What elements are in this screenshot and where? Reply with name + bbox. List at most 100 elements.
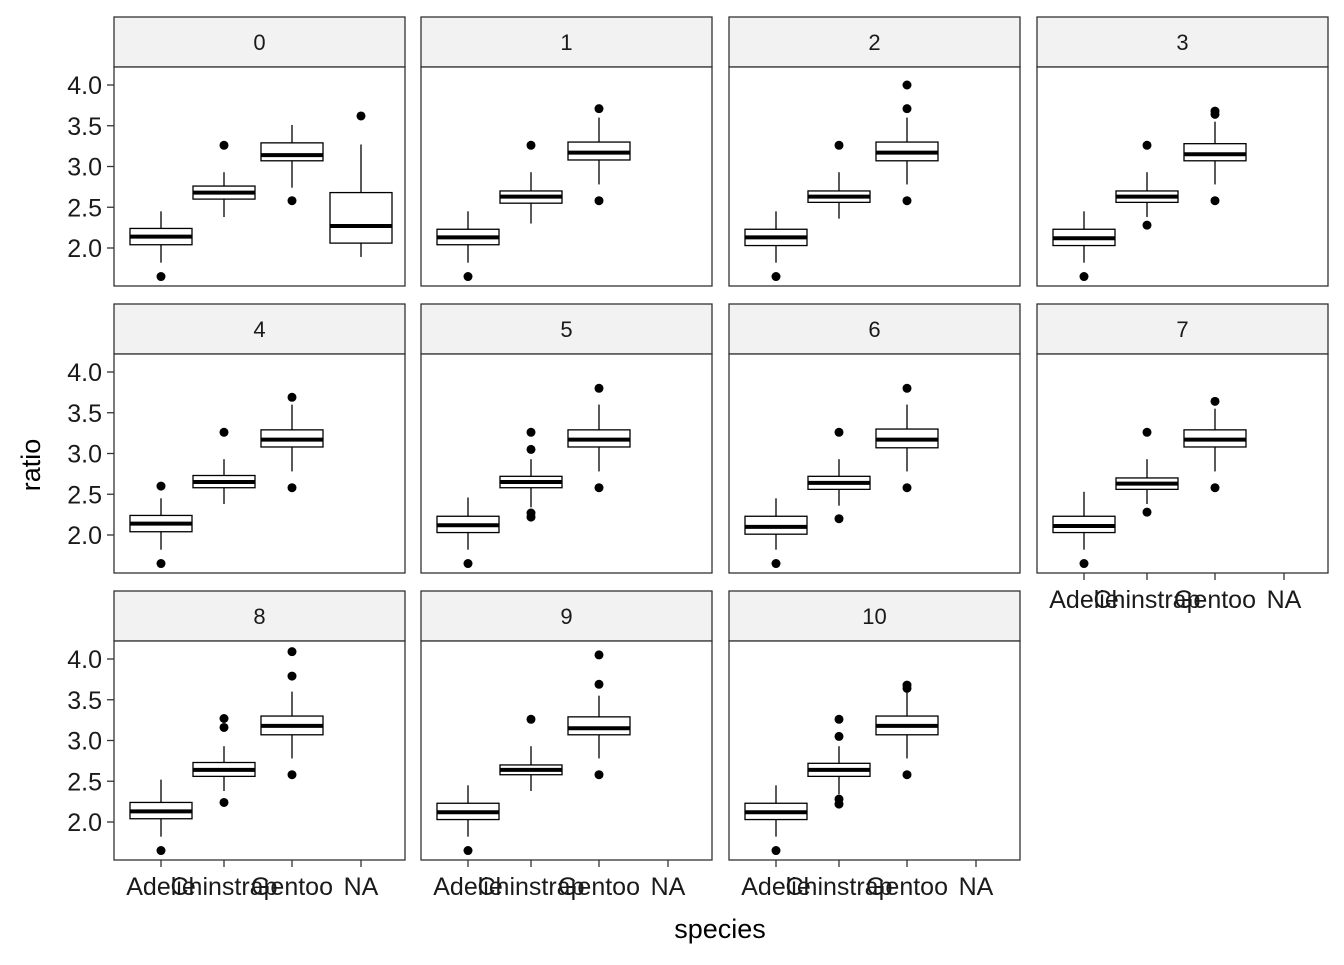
facet-strip bbox=[420, 16, 713, 68]
box-adelie bbox=[129, 481, 193, 569]
y-axis-title: ratio bbox=[16, 439, 46, 492]
outlier-point bbox=[834, 731, 844, 741]
facet-strip bbox=[728, 303, 1021, 355]
outlier-point bbox=[594, 679, 604, 689]
outlier-point bbox=[156, 272, 166, 282]
y-tick-label: 2.5 bbox=[67, 194, 102, 222]
facet-strip bbox=[420, 590, 713, 642]
x-tick-label: Chinstrap bbox=[478, 873, 585, 901]
box-chinstrap bbox=[499, 140, 563, 224]
facet-strip-label: 4 bbox=[253, 317, 265, 342]
box-adelie bbox=[744, 785, 808, 856]
box-adelie bbox=[436, 211, 500, 282]
box-chinstrap bbox=[192, 713, 256, 807]
facet-strip-label: 9 bbox=[560, 604, 572, 629]
box-gentoo bbox=[567, 650, 631, 780]
facet-panel-6: 6 bbox=[728, 303, 1021, 574]
facet-strip-label: 8 bbox=[253, 604, 265, 629]
box-gentoo bbox=[875, 80, 939, 206]
outlier-point bbox=[834, 794, 844, 804]
box-adelie bbox=[436, 785, 500, 856]
outlier-point bbox=[356, 111, 366, 121]
facet-strip bbox=[420, 303, 713, 355]
outlier-point bbox=[1210, 483, 1220, 493]
outlier-point bbox=[902, 80, 912, 90]
box-adelie bbox=[1052, 211, 1116, 282]
outlier-point bbox=[834, 714, 844, 724]
outlier-point bbox=[219, 722, 229, 732]
outlier-point bbox=[902, 104, 912, 114]
outlier-point bbox=[526, 427, 536, 437]
facet-strip bbox=[1036, 16, 1329, 68]
facet-strip-label: 5 bbox=[560, 317, 572, 342]
y-tick-label: 3.0 bbox=[67, 728, 102, 756]
panel-plot-area bbox=[113, 353, 406, 574]
facet-strip-label: 2 bbox=[868, 30, 880, 55]
facet-strip bbox=[728, 16, 1021, 68]
outlier-point bbox=[1142, 427, 1152, 437]
panel-plot-area bbox=[420, 353, 713, 574]
x-tick-label: Gentoo bbox=[866, 873, 948, 901]
box-chinstrap bbox=[1115, 427, 1179, 517]
facet-strip bbox=[1036, 303, 1329, 355]
box-chinstrap bbox=[499, 714, 563, 792]
facet-panel-1: 1 bbox=[420, 16, 713, 287]
facet-strip bbox=[113, 303, 406, 355]
facet-strip-label: 10 bbox=[862, 604, 886, 629]
box-adelie bbox=[1052, 491, 1116, 569]
y-tick-label: 2.0 bbox=[67, 809, 102, 837]
panel-plot-area bbox=[420, 640, 713, 861]
outlier-point bbox=[219, 797, 229, 807]
outlier-point bbox=[1142, 140, 1152, 150]
box-adelie bbox=[129, 211, 193, 282]
panel-plot-area bbox=[420, 66, 713, 287]
outlier-point bbox=[287, 770, 297, 780]
outlier-point bbox=[463, 846, 473, 856]
outlier-point bbox=[594, 483, 604, 493]
x-tick-label: NA bbox=[651, 873, 686, 901]
outlier-point bbox=[1210, 196, 1220, 206]
outlier-point bbox=[463, 272, 473, 282]
outlier-point bbox=[771, 559, 781, 569]
box-gentoo bbox=[260, 647, 324, 780]
box-iqr bbox=[329, 191, 393, 244]
box-chinstrap bbox=[192, 140, 256, 218]
y-tick-label: 3.5 bbox=[67, 400, 102, 428]
outlier-point bbox=[1079, 559, 1089, 569]
y-tick-label: 3.5 bbox=[67, 687, 102, 715]
x-tick-label: Adelie bbox=[1049, 586, 1119, 614]
facet-strip-label: 7 bbox=[1176, 317, 1188, 342]
panel-plot-area bbox=[1036, 66, 1329, 287]
box-iqr bbox=[1183, 143, 1247, 162]
y-tick-label: 2.0 bbox=[67, 522, 102, 550]
x-axis-title: species bbox=[674, 914, 766, 944]
outlier-point bbox=[834, 514, 844, 524]
facet-strip-label: 6 bbox=[868, 317, 880, 342]
box-chinstrap bbox=[192, 427, 256, 505]
panel-plot-area bbox=[113, 640, 406, 861]
panel-plot-area bbox=[728, 353, 1021, 574]
panel-plot-area bbox=[1036, 353, 1329, 574]
box-gentoo bbox=[260, 124, 324, 206]
box-adelie bbox=[436, 497, 500, 569]
outlier-point bbox=[594, 383, 604, 393]
facet-strip-label: 3 bbox=[1176, 30, 1188, 55]
facet-panel-2: 2 bbox=[728, 16, 1021, 287]
outlier-point bbox=[594, 196, 604, 206]
y-tick-label: 4.0 bbox=[67, 72, 102, 100]
box-iqr bbox=[260, 142, 324, 162]
outlier-point bbox=[287, 647, 297, 657]
outlier-point bbox=[1210, 396, 1220, 406]
x-tick-label: Gentoo bbox=[1174, 586, 1256, 614]
y-tick-label: 2.5 bbox=[67, 768, 102, 796]
outlier-point bbox=[594, 104, 604, 114]
x-tick-label: Gentoo bbox=[558, 873, 640, 901]
facet-strip-label: 0 bbox=[253, 30, 265, 55]
outlier-point bbox=[1142, 220, 1152, 230]
y-tick-label: 3.0 bbox=[67, 441, 102, 469]
x-tick-label: Gentoo bbox=[251, 873, 333, 901]
